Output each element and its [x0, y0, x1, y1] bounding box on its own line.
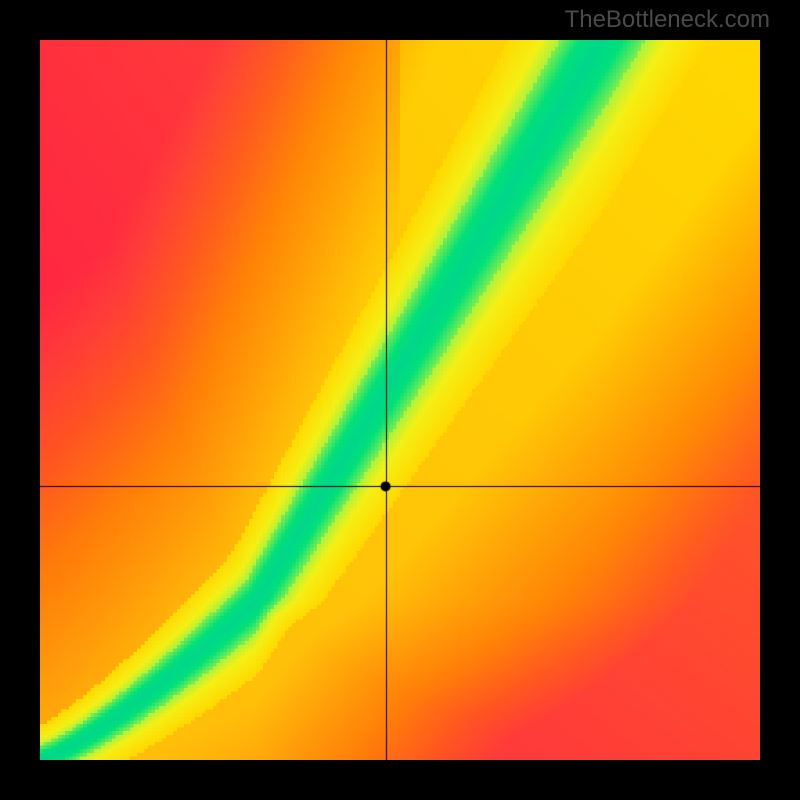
chart-container: TheBottleneck.com: [0, 0, 800, 800]
crosshair-overlay: [40, 40, 760, 760]
watermark-text: TheBottleneck.com: [565, 6, 770, 34]
